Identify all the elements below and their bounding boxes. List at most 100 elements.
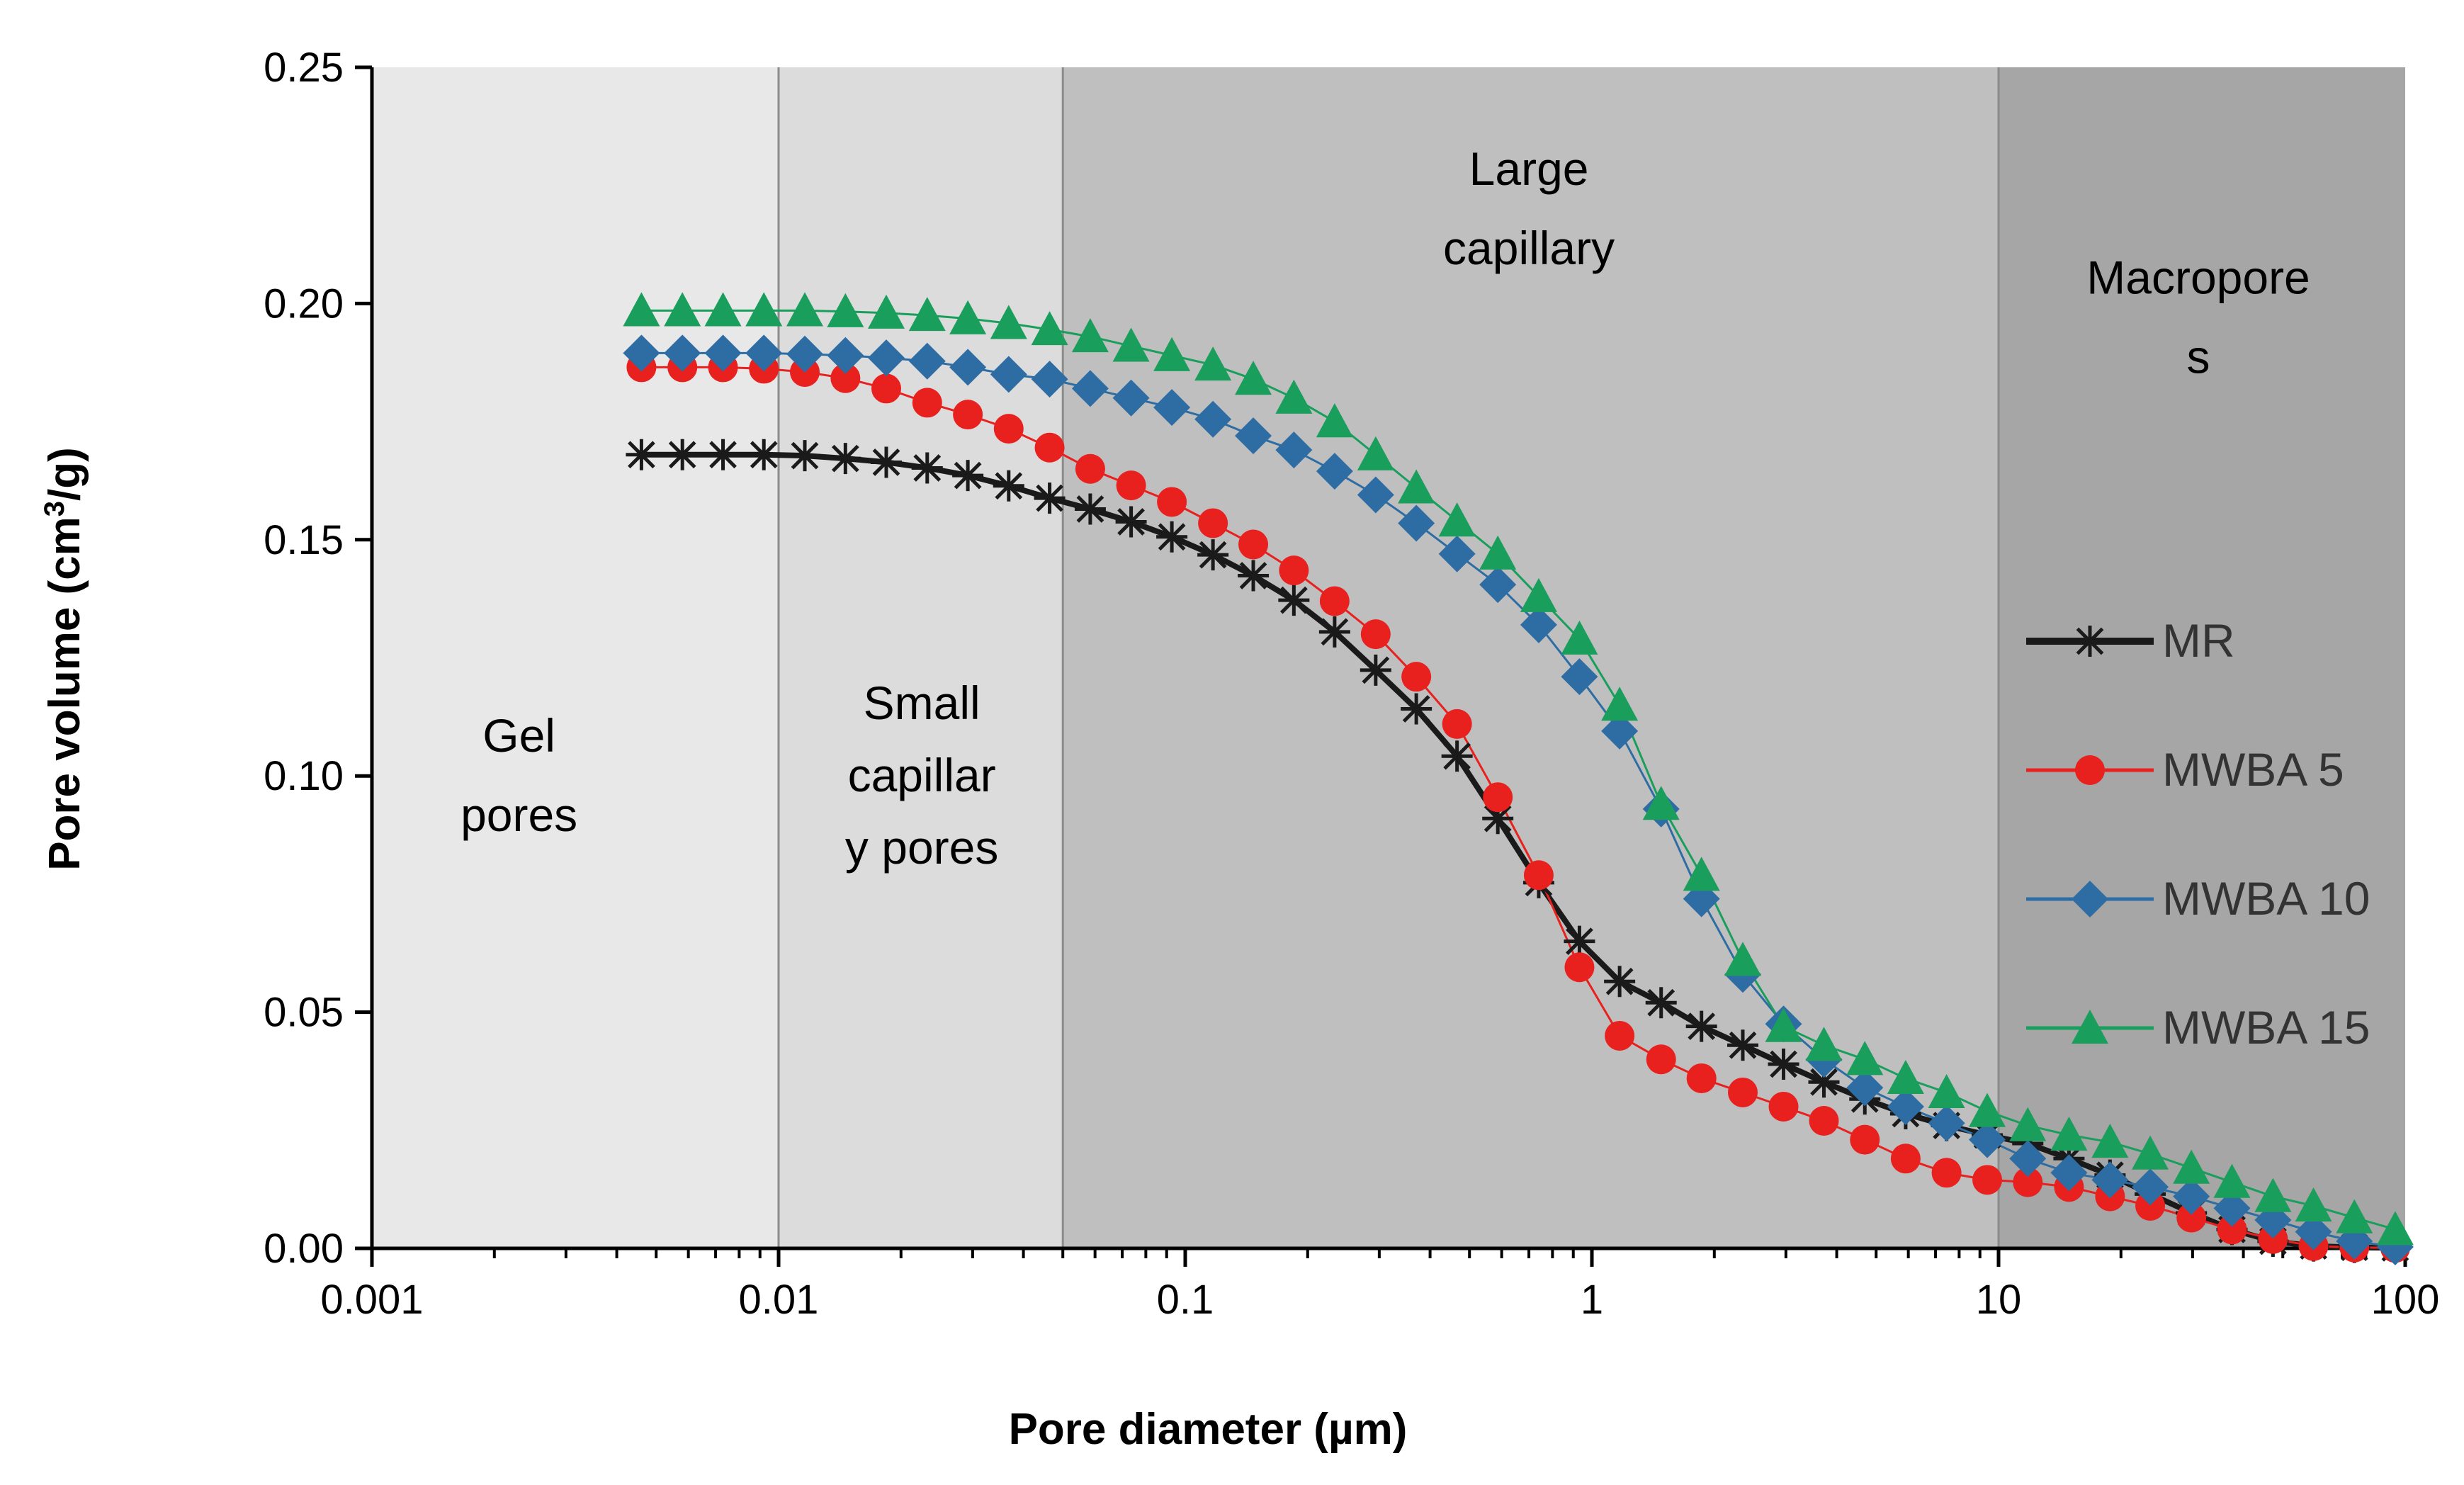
- data-point-mwba-15: [2336, 1199, 2373, 1233]
- legend: MR MWBA 5 MWBA 10 MWBA 15: [2026, 614, 2370, 1054]
- y-tick-label: 0.20: [264, 281, 344, 327]
- data-point-mr: [993, 470, 1024, 502]
- data-point-mr: [871, 446, 903, 478]
- legend-marker: [2074, 626, 2106, 657]
- data-point-mwba-15: [1765, 1007, 1802, 1042]
- data-point-mr: [1441, 740, 1473, 772]
- data-point-mwba-5: [2258, 1224, 2288, 1254]
- data-point-mwba-15: [1846, 1041, 1884, 1075]
- star-stroke: [1402, 695, 1430, 723]
- data-point-mwba-5: [830, 363, 861, 393]
- star-stroke: [995, 472, 1023, 500]
- data-point-mr: [667, 439, 699, 470]
- axes: 0.00 0.05 0.10 0.15 0.20 0.25 0.001 0.01 0.1 1 10 1…: [264, 45, 2439, 1323]
- y-axis-title: Pore volume (cm3/g): [39, 447, 89, 871]
- data-point-mwba-5: [1360, 619, 1391, 650]
- region-gel: [372, 67, 779, 1248]
- data-point-mwba-10: [2050, 1154, 2088, 1192]
- region-label-line: pores: [460, 789, 577, 841]
- data-point-mwba-10: [704, 334, 742, 372]
- data-point-mwba-10: [1601, 712, 1639, 750]
- star-stroke: [1321, 618, 1349, 646]
- data-point-mr: [1645, 987, 1677, 1019]
- data-point-mwba-15: [704, 292, 742, 327]
- star-stroke: [1117, 508, 1145, 536]
- data-point-mwba-15: [1275, 379, 1313, 414]
- x-tick-label: 100: [2371, 1277, 2440, 1323]
- data-point-mwba-10: [1194, 400, 1232, 438]
- data-point-mwba-15: [2173, 1149, 2210, 1184]
- data-point-mr: [1318, 616, 1350, 648]
- data-point-mwba-5: [871, 373, 902, 404]
- data-point-mwba-15: [664, 292, 701, 327]
- data-point-mwba-5: [2013, 1167, 2043, 1197]
- data-point-mr: [1564, 925, 1595, 957]
- y-tick-label: 0.05: [264, 990, 344, 1036]
- data-point-mwba-5: [2176, 1202, 2207, 1233]
- data-point-mwba-5: [1727, 1077, 1758, 1107]
- legend-item-mwba-15: MWBA 15: [2026, 1001, 2370, 1054]
- y-tick-label: 0.15: [264, 517, 344, 563]
- data-point-mwba-15: [1479, 535, 1517, 570]
- star-stroke: [709, 441, 737, 469]
- x-tick-label: 0.1: [1157, 1277, 1214, 1323]
- star-stroke: [913, 454, 942, 482]
- star-stroke: [750, 441, 778, 469]
- data-point-mwba-10: [2091, 1161, 2129, 1199]
- data-point-mwba-10: [664, 334, 701, 372]
- data-point-mwba-5: [953, 400, 983, 430]
- data-point-mwba-10: [1153, 389, 1191, 427]
- data-point-mwba-10: [2213, 1190, 2251, 1227]
- data-point-mwba-5: [1646, 1044, 1676, 1075]
- region-small-capillary: [779, 67, 1063, 1248]
- star-stroke: [1729, 1031, 1757, 1059]
- data-point-mwba-5: [1157, 487, 1187, 517]
- data-point-mwba-10: [1398, 504, 1435, 542]
- region-label-line: Small: [864, 677, 980, 729]
- star-stroke: [791, 441, 819, 470]
- data-point-mwba-10: [1031, 361, 1068, 398]
- star-stroke: [1810, 1068, 1838, 1096]
- data-point-mwba-15: [1683, 857, 1720, 891]
- data-point-mwba-10: [2173, 1178, 2210, 1215]
- star-stroke: [1566, 927, 1593, 955]
- region-label-line: capillar: [848, 749, 996, 801]
- data-point-mwba-5: [1523, 860, 1554, 891]
- data-point-mr: [707, 439, 739, 470]
- data-point-mwba-15: [1724, 942, 1761, 976]
- data-point-mwba-15: [1357, 436, 1394, 470]
- data-point-mwba-15: [1887, 1059, 1924, 1095]
- data-point-mwba-5: [1850, 1124, 1880, 1155]
- data-point-mwba-15: [745, 292, 783, 327]
- legend-label: MWBA 15: [2162, 1001, 2370, 1054]
- data-point-mwba-10: [2132, 1168, 2169, 1206]
- y-tick-label: 0.10: [264, 753, 344, 799]
- y-tick-label: 0.25: [264, 45, 344, 91]
- data-point-mwba-10: [1235, 417, 1272, 455]
- x-tick-label: 1: [1581, 1277, 1603, 1323]
- data-point-mwba-5: [1768, 1091, 1799, 1122]
- data-point-mwba-10: [827, 337, 864, 374]
- legend-label: MR: [2162, 614, 2235, 667]
- legend-marker: [2072, 881, 2108, 917]
- region-macropores: [1999, 67, 2405, 1248]
- data-point-mwba-5: [912, 388, 942, 418]
- data-point-mr: [1360, 654, 1391, 686]
- data-point-mr: [1156, 521, 1188, 553]
- region-label-line: Macropore: [2086, 251, 2310, 303]
- star-stroke: [1770, 1050, 1797, 1078]
- data-point-mwba-5: [1564, 952, 1595, 983]
- star-stroke: [1076, 495, 1104, 523]
- data-point-mr: [1685, 1010, 1717, 1042]
- star-stroke: [1036, 484, 1063, 512]
- data-point-mwba-10: [1438, 535, 1476, 572]
- region-label-line: Gel: [482, 709, 555, 762]
- data-point-mwba-15: [1438, 502, 1476, 537]
- data-point-mr: [952, 460, 984, 492]
- data-point-mwba-10: [868, 339, 905, 377]
- data-point-mwba-15: [1969, 1092, 2006, 1127]
- data-point-mwba-10: [1479, 566, 1517, 604]
- data-point-mwba-15: [868, 294, 905, 329]
- region-label-line: s: [2187, 330, 2210, 383]
- data-point-mr: [830, 443, 861, 475]
